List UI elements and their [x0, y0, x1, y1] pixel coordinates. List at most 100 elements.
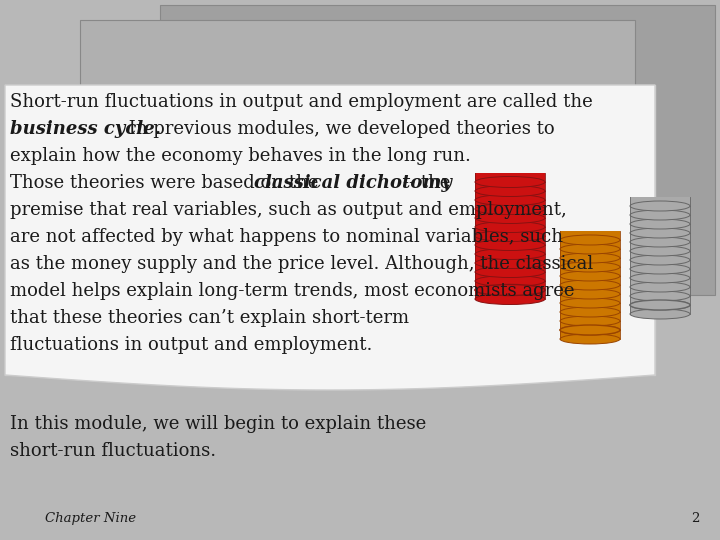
Bar: [475, 227, 545, 236]
Bar: [630, 215, 690, 224]
Ellipse shape: [630, 237, 690, 247]
Text: are not affected by what happens to nominal variables, such: are not affected by what happens to nomi…: [10, 228, 563, 246]
Bar: [475, 218, 545, 227]
Text: premise that real variables, such as output and employment,: premise that real variables, such as out…: [10, 201, 567, 219]
Bar: [475, 200, 545, 209]
Bar: [160, 5, 715, 295]
Bar: [630, 206, 690, 215]
Text: 2: 2: [692, 512, 700, 525]
Ellipse shape: [475, 275, 545, 287]
Ellipse shape: [630, 255, 690, 265]
Ellipse shape: [560, 316, 620, 326]
Ellipse shape: [475, 177, 545, 187]
Bar: [630, 269, 690, 278]
Ellipse shape: [560, 271, 620, 281]
Ellipse shape: [475, 240, 545, 251]
Text: Chapter Nine: Chapter Nine: [45, 512, 136, 525]
Bar: [630, 287, 690, 296]
Bar: [630, 233, 690, 242]
Bar: [560, 330, 620, 339]
Ellipse shape: [560, 244, 620, 254]
Bar: [475, 236, 545, 245]
Ellipse shape: [475, 258, 545, 268]
Ellipse shape: [560, 325, 620, 335]
Bar: [560, 240, 620, 249]
Bar: [475, 245, 545, 254]
Bar: [475, 182, 545, 191]
Bar: [560, 303, 620, 312]
Ellipse shape: [475, 294, 545, 305]
Ellipse shape: [630, 291, 690, 301]
Bar: [560, 258, 620, 267]
Ellipse shape: [630, 246, 690, 256]
Bar: [475, 281, 545, 290]
Text: business cycle.: business cycle.: [10, 120, 161, 138]
Ellipse shape: [630, 309, 690, 319]
Bar: [475, 263, 545, 272]
Ellipse shape: [475, 194, 545, 206]
Bar: [475, 173, 545, 182]
Ellipse shape: [560, 289, 620, 299]
Bar: [630, 251, 690, 260]
Ellipse shape: [560, 253, 620, 263]
Bar: [475, 209, 545, 218]
Text: as the money supply and the price level. Although, the classical: as the money supply and the price level.…: [10, 255, 593, 273]
Ellipse shape: [630, 201, 690, 211]
Text: In this module, we will begin to explain these: In this module, we will begin to explain…: [10, 415, 426, 433]
Bar: [475, 272, 545, 281]
Bar: [630, 224, 690, 233]
Text: Those theories were based on the: Those theories were based on the: [10, 174, 324, 192]
Ellipse shape: [560, 307, 620, 317]
Bar: [475, 191, 545, 200]
Bar: [475, 290, 545, 299]
Ellipse shape: [560, 280, 620, 290]
Ellipse shape: [630, 219, 690, 229]
Ellipse shape: [560, 235, 620, 245]
Bar: [630, 296, 690, 305]
Bar: [80, 20, 635, 330]
Bar: [630, 278, 690, 287]
Ellipse shape: [630, 282, 690, 292]
Ellipse shape: [630, 300, 690, 310]
Bar: [630, 197, 690, 206]
Bar: [630, 305, 690, 314]
Ellipse shape: [475, 213, 545, 224]
Bar: [475, 254, 545, 263]
Text: fluctuations in output and employment.: fluctuations in output and employment.: [10, 336, 372, 354]
Ellipse shape: [630, 264, 690, 274]
Text: model helps explain long-term trends, most economists agree: model helps explain long-term trends, mo…: [10, 282, 575, 300]
Ellipse shape: [475, 221, 545, 233]
Bar: [630, 260, 690, 269]
Ellipse shape: [630, 228, 690, 238]
Bar: [560, 321, 620, 330]
Text: classical dichotomy: classical dichotomy: [254, 174, 452, 192]
Ellipse shape: [475, 248, 545, 260]
Ellipse shape: [560, 325, 620, 335]
Bar: [560, 312, 620, 321]
Ellipse shape: [475, 204, 545, 214]
Bar: [560, 249, 620, 258]
Text: Short-run fluctuations in output and employment are called the: Short-run fluctuations in output and emp…: [10, 93, 593, 111]
Ellipse shape: [475, 186, 545, 197]
Ellipse shape: [475, 231, 545, 241]
Bar: [5, 85, 655, 375]
Ellipse shape: [630, 300, 690, 310]
Bar: [630, 242, 690, 251]
Polygon shape: [5, 85, 655, 390]
Text: short-run fluctuations.: short-run fluctuations.: [10, 442, 216, 460]
Text: that these theories can’t explain short-term: that these theories can’t explain short-…: [10, 309, 409, 327]
Bar: [560, 231, 620, 240]
Bar: [560, 267, 620, 276]
Text: explain how the economy behaves in the long run.: explain how the economy behaves in the l…: [10, 147, 471, 165]
Ellipse shape: [475, 267, 545, 278]
Bar: [560, 294, 620, 303]
Text: -- the: -- the: [403, 174, 451, 192]
Bar: [560, 285, 620, 294]
Ellipse shape: [475, 285, 545, 295]
Ellipse shape: [630, 273, 690, 283]
Ellipse shape: [560, 334, 620, 344]
Ellipse shape: [560, 262, 620, 272]
Ellipse shape: [630, 210, 690, 220]
Ellipse shape: [560, 298, 620, 308]
Text: In previous modules, we developed theories to: In previous modules, we developed theori…: [123, 120, 554, 138]
